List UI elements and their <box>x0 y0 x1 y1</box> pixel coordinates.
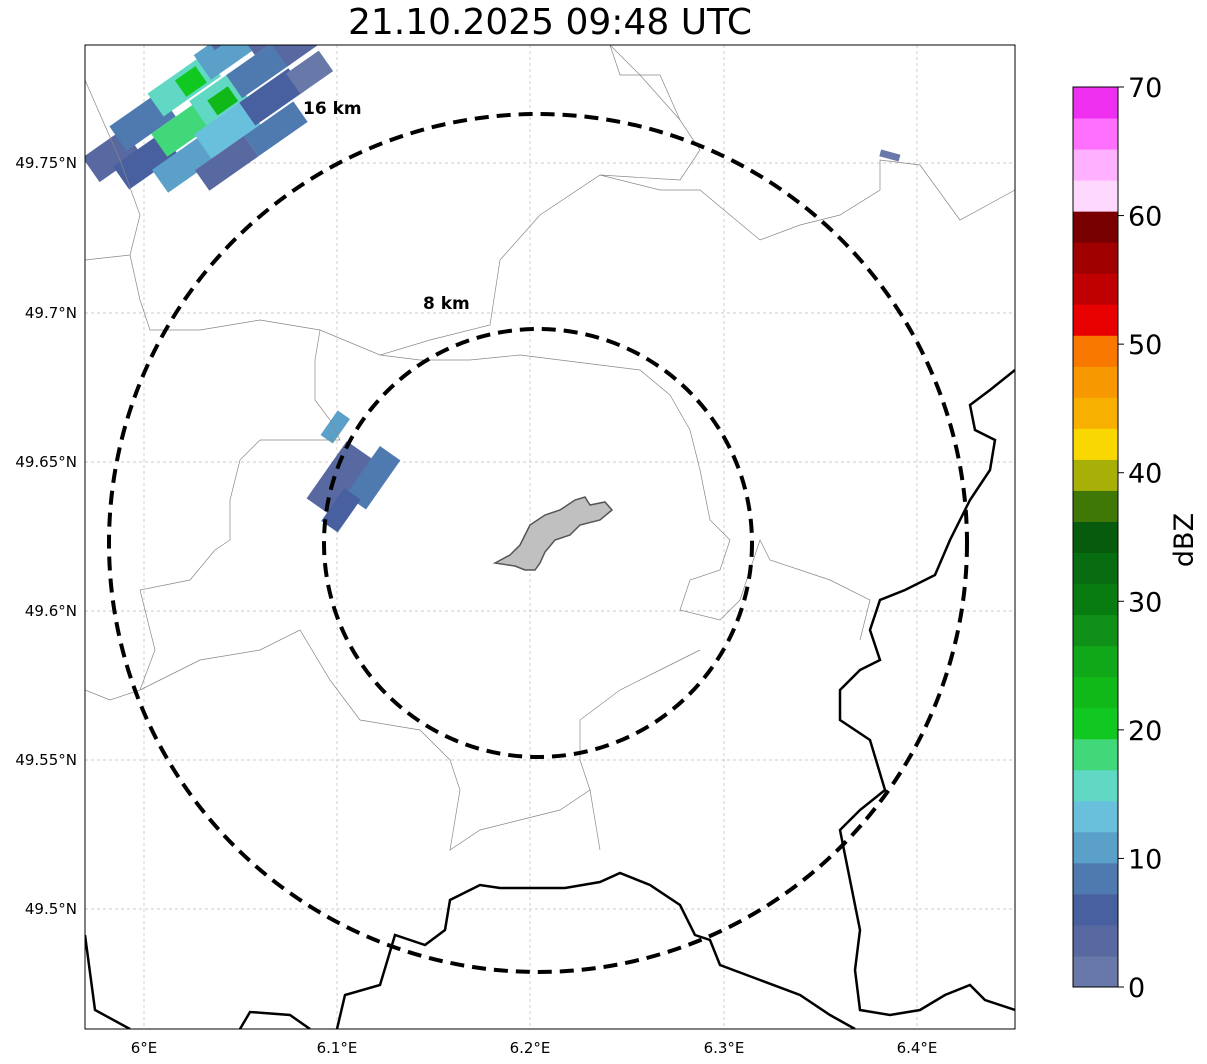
lat-tick-label: 49.65°N <box>15 453 77 471</box>
ring-label-8km: 8 km <box>423 294 470 314</box>
radar-echo-northeast <box>879 149 901 162</box>
colorbar-band <box>1073 862 1118 895</box>
latitude-axis: 49.75°N 49.7°N 49.65°N 49.6°N 49.55°N 49… <box>15 154 77 918</box>
colorbar-band <box>1073 211 1118 243</box>
colorbar-band <box>1073 149 1118 181</box>
national-border <box>85 369 1015 1029</box>
colorbar-band <box>1073 924 1118 957</box>
radar-echo-northwest <box>85 45 334 193</box>
colorbar-band <box>1073 583 1118 616</box>
colorbar-band <box>1073 800 1118 833</box>
colorbar-band <box>1073 893 1118 926</box>
colorbar-tick-label: 70 <box>1128 73 1162 104</box>
colorbar-tick-label: 50 <box>1128 330 1162 361</box>
colorbar <box>1073 87 1118 988</box>
range-ring-16km <box>107 112 969 974</box>
lat-tick-label: 49.55°N <box>15 751 77 769</box>
colorbar-band <box>1073 769 1118 802</box>
map-frame <box>84 44 1016 1030</box>
lon-tick-label: 6.3°E <box>704 1039 745 1057</box>
colorbar-tick-label: 0 <box>1128 973 1145 1004</box>
city-outline <box>492 496 614 571</box>
colorbar-tick-label: 10 <box>1128 844 1162 875</box>
colorbar-band <box>1073 614 1118 647</box>
colorbar-band <box>1073 490 1118 522</box>
colorbar-band <box>1073 645 1118 678</box>
colorbar-band <box>1073 459 1118 491</box>
colorbar-tick-label: 40 <box>1128 459 1162 490</box>
gridlines <box>85 45 1015 1029</box>
colorbar-band <box>1073 180 1118 212</box>
admin-boundaries <box>85 45 1015 851</box>
lat-tick-label: 49.6°N <box>25 602 77 620</box>
lat-tick-label: 49.75°N <box>15 154 77 172</box>
range-ring-8km <box>322 327 754 759</box>
colorbar-band <box>1073 304 1118 336</box>
lat-tick-label: 49.7°N <box>25 304 77 322</box>
colorbar-tick-label: 60 <box>1128 202 1162 233</box>
lon-tick-label: 6.1°E <box>317 1039 358 1057</box>
colorbar-band <box>1073 87 1118 119</box>
colorbar-band <box>1073 738 1118 771</box>
lon-tick-label: 6°E <box>131 1039 158 1057</box>
colorbar-band <box>1073 707 1118 740</box>
colorbar-band <box>1073 521 1118 554</box>
longitude-axis: 6°E 6.1°E 6.2°E 6.3°E 6.4°E <box>131 1039 938 1057</box>
colorbar-band <box>1073 366 1118 398</box>
map-title: 21.10.2025 09:48 UTC <box>347 2 753 43</box>
colorbar-band <box>1073 831 1118 864</box>
radar-echo-west <box>306 410 401 533</box>
colorbar-band <box>1073 118 1118 150</box>
colorbar-band <box>1073 397 1118 429</box>
colorbar-band <box>1073 242 1118 274</box>
colorbar-band <box>1073 273 1118 305</box>
colorbar-band <box>1073 428 1118 460</box>
colorbar-tick-label: 20 <box>1128 716 1162 747</box>
colorbar-band <box>1073 955 1118 988</box>
colorbar-frame <box>1072 86 1119 988</box>
lon-tick-label: 6.2°E <box>510 1039 551 1057</box>
ring-label-16km: 16 km <box>303 99 362 119</box>
lon-tick-label: 6.4°E <box>897 1039 938 1057</box>
colorbar-band <box>1073 335 1118 367</box>
colorbar-ticks: 0 10 20 30 40 50 60 70 <box>1118 73 1162 1004</box>
lat-tick-label: 49.5°N <box>25 900 77 918</box>
colorbar-tick-label: 30 <box>1128 587 1162 618</box>
colorbar-band <box>1073 676 1118 709</box>
colorbar-band <box>1073 552 1118 585</box>
colorbar-title: dBZ <box>1169 513 1200 567</box>
